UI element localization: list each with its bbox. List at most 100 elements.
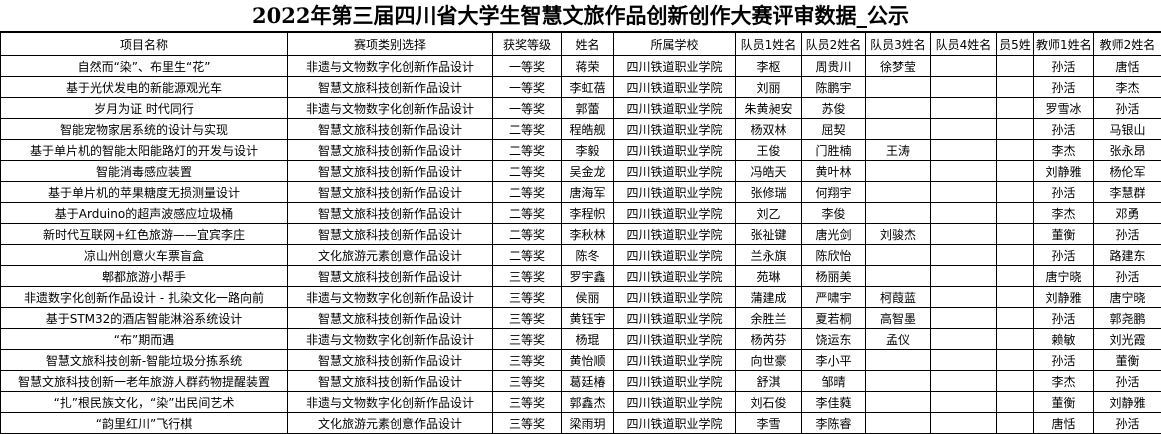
cell-project-name[interactable]: “布”期而遇 xyxy=(1,329,288,350)
cell-member2[interactable]: 夏若桐 xyxy=(802,308,866,329)
cell-member2[interactable]: 周贵川 xyxy=(802,56,866,77)
cell-member4[interactable] xyxy=(931,203,997,224)
cell-category[interactable]: 智慧文旅科技创新作品设计 xyxy=(288,140,493,161)
column-header-member1[interactable]: 队员1姓名 xyxy=(736,33,802,56)
cell-school[interactable]: 四川铁道职业学院 xyxy=(614,287,736,308)
cell-award-level[interactable]: 三等奖 xyxy=(493,371,562,392)
cell-leader-name[interactable]: 侯丽 xyxy=(562,287,614,308)
cell-award-level[interactable]: 三等奖 xyxy=(493,329,562,350)
cell-teacher1[interactable]: 孙活 xyxy=(1034,350,1094,371)
cell-member1[interactable]: 冯皓天 xyxy=(736,161,802,182)
cell-member5[interactable] xyxy=(997,245,1034,266)
cell-member2[interactable]: 苏俊 xyxy=(802,98,866,119)
cell-school[interactable]: 四川铁道职业学院 xyxy=(614,203,736,224)
cell-member1[interactable]: 李雪 xyxy=(736,413,802,434)
cell-member2[interactable]: 杨丽美 xyxy=(802,266,866,287)
cell-category[interactable]: 智慧文旅科技创新作品设计 xyxy=(288,224,493,245)
cell-project-name[interactable]: 非遗数字化创新作品设计 - 扎染文化一路向前 xyxy=(1,287,288,308)
cell-teacher1[interactable]: 唐宁晓 xyxy=(1034,266,1094,287)
cell-leader-name[interactable]: 黄怡顺 xyxy=(562,350,614,371)
cell-member1[interactable]: 刘丽 xyxy=(736,77,802,98)
cell-member3[interactable] xyxy=(866,98,931,119)
cell-member3[interactable]: 孟仪 xyxy=(866,329,931,350)
cell-school[interactable]: 四川铁道职业学院 xyxy=(614,119,736,140)
cell-member2[interactable]: 陈欣怡 xyxy=(802,245,866,266)
cell-member2[interactable]: 李陈睿 xyxy=(802,413,866,434)
cell-member4[interactable] xyxy=(931,413,997,434)
cell-project-name[interactable]: 智慧文旅科技创新一老年旅游人群药物提醒装置 xyxy=(1,371,288,392)
cell-leader-name[interactable]: 葛廷椿 xyxy=(562,371,614,392)
cell-member2[interactable]: 李俊 xyxy=(802,203,866,224)
cell-member4[interactable] xyxy=(931,140,997,161)
cell-award-level[interactable]: 一等奖 xyxy=(493,56,562,77)
cell-award-level[interactable]: 三等奖 xyxy=(493,392,562,413)
cell-category[interactable]: 智慧文旅科技创新作品设计 xyxy=(288,350,493,371)
cell-leader-name[interactable]: 李毅 xyxy=(562,140,614,161)
cell-member1[interactable]: 李枢 xyxy=(736,56,802,77)
column-header-member3[interactable]: 队员3姓名 xyxy=(866,33,931,56)
cell-member4[interactable] xyxy=(931,308,997,329)
cell-member4[interactable] xyxy=(931,56,997,77)
cell-award-level[interactable]: 二等奖 xyxy=(493,224,562,245)
cell-member5[interactable] xyxy=(997,329,1034,350)
cell-school[interactable]: 四川铁道职业学院 xyxy=(614,161,736,182)
column-header-award-level[interactable]: 获奖等级 xyxy=(493,33,562,56)
cell-member5[interactable] xyxy=(997,182,1034,203)
cell-member3[interactable] xyxy=(866,266,931,287)
cell-project-name[interactable]: 基于Arduino的超声波感应垃圾桶 xyxy=(1,203,288,224)
cell-member2[interactable]: 何翔宇 xyxy=(802,182,866,203)
cell-award-level[interactable]: 三等奖 xyxy=(493,266,562,287)
cell-award-level[interactable]: 三等奖 xyxy=(493,287,562,308)
cell-award-level[interactable]: 二等奖 xyxy=(493,119,562,140)
cell-teacher2[interactable]: 张永昂 xyxy=(1094,140,1161,161)
cell-member5[interactable] xyxy=(997,98,1034,119)
cell-teacher2[interactable]: 杨伦军 xyxy=(1094,161,1161,182)
cell-member1[interactable]: 刘石俊 xyxy=(736,392,802,413)
cell-award-level[interactable]: 二等奖 xyxy=(493,245,562,266)
cell-project-name[interactable]: 岁月为证 时代同行 xyxy=(1,98,288,119)
cell-school[interactable]: 四川铁道职业学院 xyxy=(614,140,736,161)
cell-teacher2[interactable]: 刘静雅 xyxy=(1094,392,1161,413)
cell-member1[interactable]: 王俊 xyxy=(736,140,802,161)
cell-category[interactable]: 非遗与文物数字化创新作品设计 xyxy=(288,98,493,119)
cell-member3[interactable] xyxy=(866,203,931,224)
column-header-school[interactable]: 所属学校 xyxy=(614,33,736,56)
cell-member5[interactable] xyxy=(997,266,1034,287)
cell-teacher2[interactable]: 唐恬 xyxy=(1094,56,1161,77)
cell-leader-name[interactable]: 吴金龙 xyxy=(562,161,614,182)
cell-teacher1[interactable]: 孙活 xyxy=(1034,77,1094,98)
cell-teacher2[interactable]: 邓勇 xyxy=(1094,203,1161,224)
cell-member4[interactable] xyxy=(931,245,997,266)
cell-member5[interactable] xyxy=(997,56,1034,77)
cell-member1[interactable]: 苑琳 xyxy=(736,266,802,287)
column-header-member2[interactable]: 队员2姓名 xyxy=(802,33,866,56)
column-header-member5[interactable]: 员5姓 xyxy=(997,33,1034,56)
cell-leader-name[interactable]: 蒋荣 xyxy=(562,56,614,77)
cell-teacher2[interactable]: 李杰 xyxy=(1094,77,1161,98)
cell-teacher2[interactable]: 李慧群 xyxy=(1094,182,1161,203)
cell-teacher1[interactable]: 罗雪冰 xyxy=(1034,98,1094,119)
cell-school[interactable]: 四川铁道职业学院 xyxy=(614,182,736,203)
cell-leader-name[interactable]: 杨琨 xyxy=(562,329,614,350)
cell-school[interactable]: 四川铁道职业学院 xyxy=(614,224,736,245)
cell-member2[interactable]: 严啸宇 xyxy=(802,287,866,308)
cell-leader-name[interactable]: 李程帜 xyxy=(562,203,614,224)
cell-teacher1[interactable]: 孙活 xyxy=(1034,56,1094,77)
cell-project-name[interactable]: 自然而“染”、布里生“花” xyxy=(1,56,288,77)
cell-teacher1[interactable]: 李杰 xyxy=(1034,371,1094,392)
cell-member2[interactable]: 邹晴 xyxy=(802,371,866,392)
cell-member3[interactable]: 刘骏杰 xyxy=(866,224,931,245)
cell-leader-name[interactable]: 梁雨玥 xyxy=(562,413,614,434)
cell-category[interactable]: 智慧文旅科技创新作品设计 xyxy=(288,182,493,203)
cell-project-name[interactable]: 智能宠物家居系统的设计与实现 xyxy=(1,119,288,140)
cell-member5[interactable] xyxy=(997,287,1034,308)
cell-leader-name[interactable]: 郭鑫杰 xyxy=(562,392,614,413)
cell-member4[interactable] xyxy=(931,77,997,98)
cell-member5[interactable] xyxy=(997,161,1034,182)
cell-member1[interactable]: 余胜兰 xyxy=(736,308,802,329)
cell-award-level[interactable]: 二等奖 xyxy=(493,203,562,224)
cell-member3[interactable]: 柯葭蓝 xyxy=(866,287,931,308)
cell-member3[interactable] xyxy=(866,119,931,140)
cell-member5[interactable] xyxy=(997,392,1034,413)
cell-school[interactable]: 四川铁道职业学院 xyxy=(614,98,736,119)
